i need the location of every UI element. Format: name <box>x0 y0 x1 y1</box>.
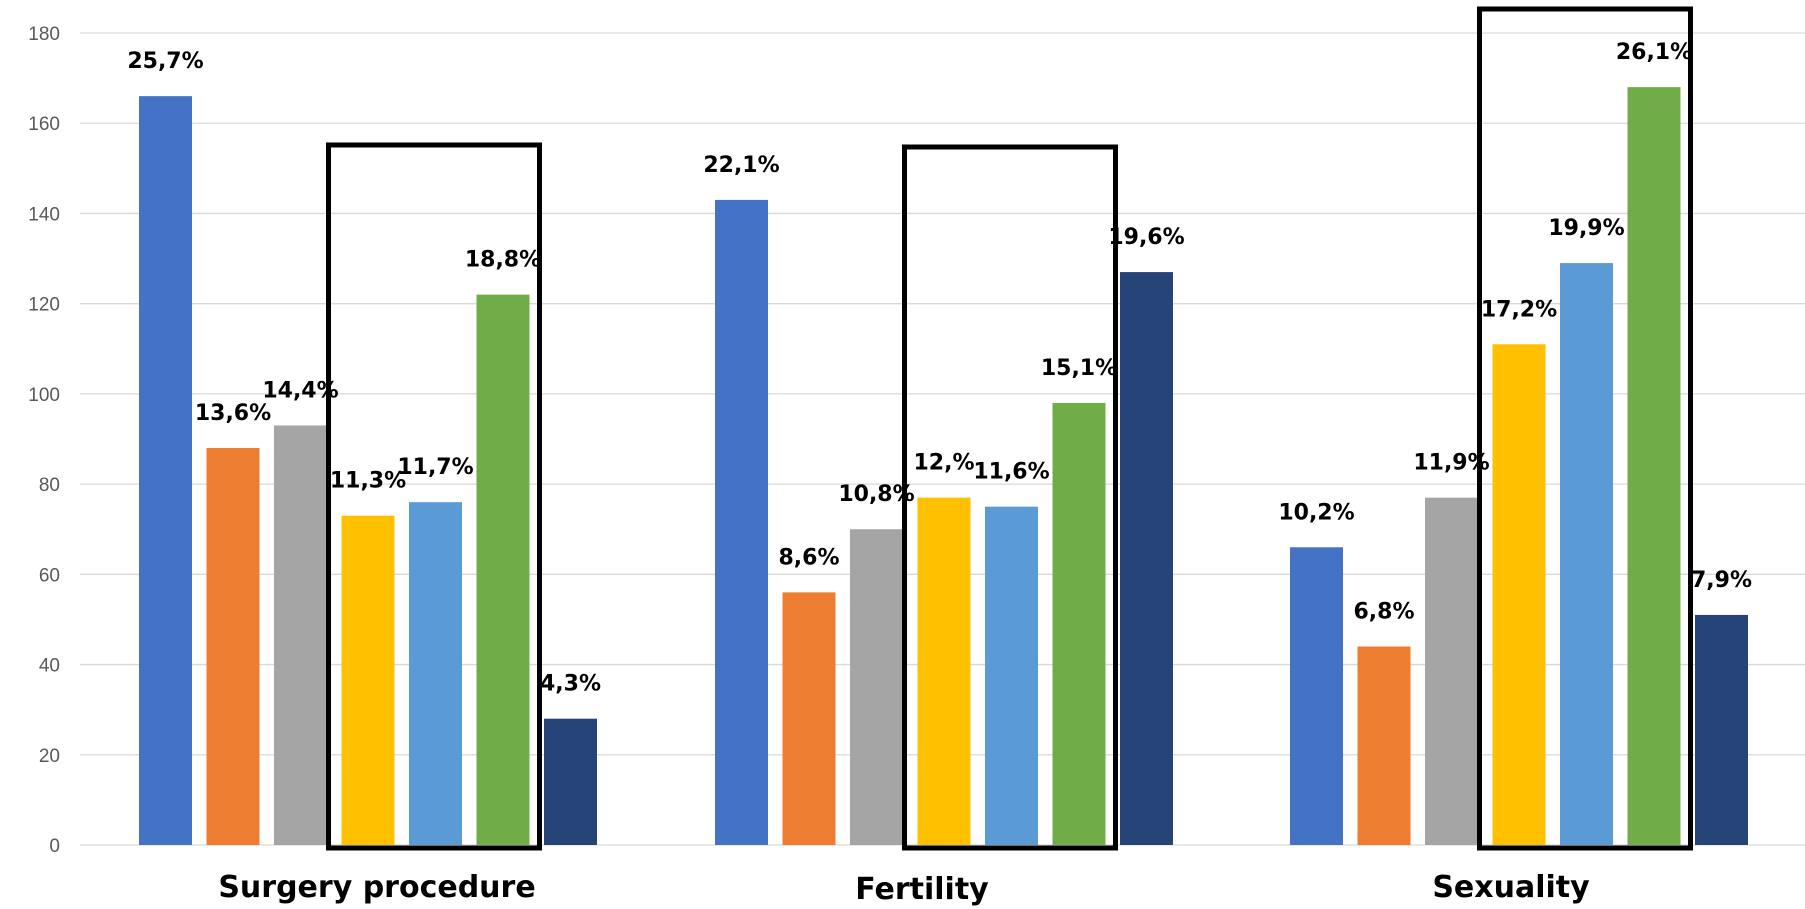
bar <box>715 199 768 845</box>
bar <box>1627 87 1681 846</box>
y-tick-label: 20 <box>39 746 60 767</box>
data-label: 4,3% <box>540 672 601 697</box>
data-label: 12,% <box>913 451 974 476</box>
data-label: 14,4% <box>262 378 338 403</box>
highlight-box <box>326 142 542 851</box>
y-tick-label: 120 <box>28 295 60 316</box>
bar <box>985 506 1038 845</box>
category-labels: Surgery procedure Fertility Sexuality <box>218 870 1590 907</box>
data-label: 19,9% <box>1548 216 1624 241</box>
bar <box>1357 646 1411 845</box>
y-tick-label: 40 <box>39 656 60 677</box>
bar <box>1560 263 1613 846</box>
data-label: 11,6% <box>973 460 1049 485</box>
bar <box>139 96 192 845</box>
highlight-boxes <box>326 6 1693 851</box>
bar <box>1492 344 1546 845</box>
data-label: 19,6% <box>1108 225 1184 250</box>
data-label: 11,7% <box>397 455 473 480</box>
data-label: 17,2% <box>1481 297 1557 322</box>
y-tick-label: 100 <box>28 385 60 406</box>
data-label: 11,9% <box>1413 451 1489 476</box>
y-tick-label: 140 <box>28 204 60 225</box>
y-tick-label: 60 <box>39 565 60 586</box>
data-label: 8,6% <box>778 545 839 570</box>
bar <box>850 529 903 845</box>
bar <box>1052 402 1106 845</box>
bar <box>1695 614 1748 845</box>
data-label: 22,1% <box>703 153 779 178</box>
bar <box>409 502 462 845</box>
data-label: 10,8% <box>838 482 914 507</box>
bar <box>341 515 395 845</box>
bar <box>1120 272 1173 846</box>
category-label: Fertility <box>855 872 989 907</box>
bar <box>1290 547 1343 845</box>
bar <box>544 718 597 845</box>
category-label: Sexuality <box>1432 870 1590 905</box>
y-tick-label: 180 <box>28 24 60 45</box>
bar <box>206 448 260 845</box>
data-label: 13,6% <box>195 401 271 426</box>
data-label: 15,1% <box>1041 356 1117 381</box>
y-axis-ticks: 0 20 40 60 80 100 120 140 160 180 <box>28 24 60 857</box>
bar <box>476 294 530 846</box>
bar <box>1425 497 1478 845</box>
data-label: 7,9% <box>1691 568 1752 593</box>
bars <box>139 87 1748 846</box>
y-tick-label: 160 <box>28 114 60 135</box>
bar <box>274 425 327 845</box>
highlight-box <box>1477 6 1693 851</box>
data-label: 6,8% <box>1353 600 1414 625</box>
y-tick-label: 0 <box>49 836 60 857</box>
data-label: 11,3% <box>330 469 406 494</box>
category-label: Surgery procedure <box>218 870 535 905</box>
bar <box>782 592 836 845</box>
bar <box>917 497 971 845</box>
highlight-box <box>902 144 1118 851</box>
data-label: 25,7% <box>127 49 203 74</box>
y-tick-label: 80 <box>39 475 60 496</box>
data-label: 26,1% <box>1616 40 1692 65</box>
data-labels: 25,7% 22,1% 10,2% 13,6% 8,6% 6,8% 14,4% 10,8% 11… <box>127 40 1752 697</box>
data-label: 10,2% <box>1278 500 1354 525</box>
data-label: 18,8% <box>465 248 541 273</box>
